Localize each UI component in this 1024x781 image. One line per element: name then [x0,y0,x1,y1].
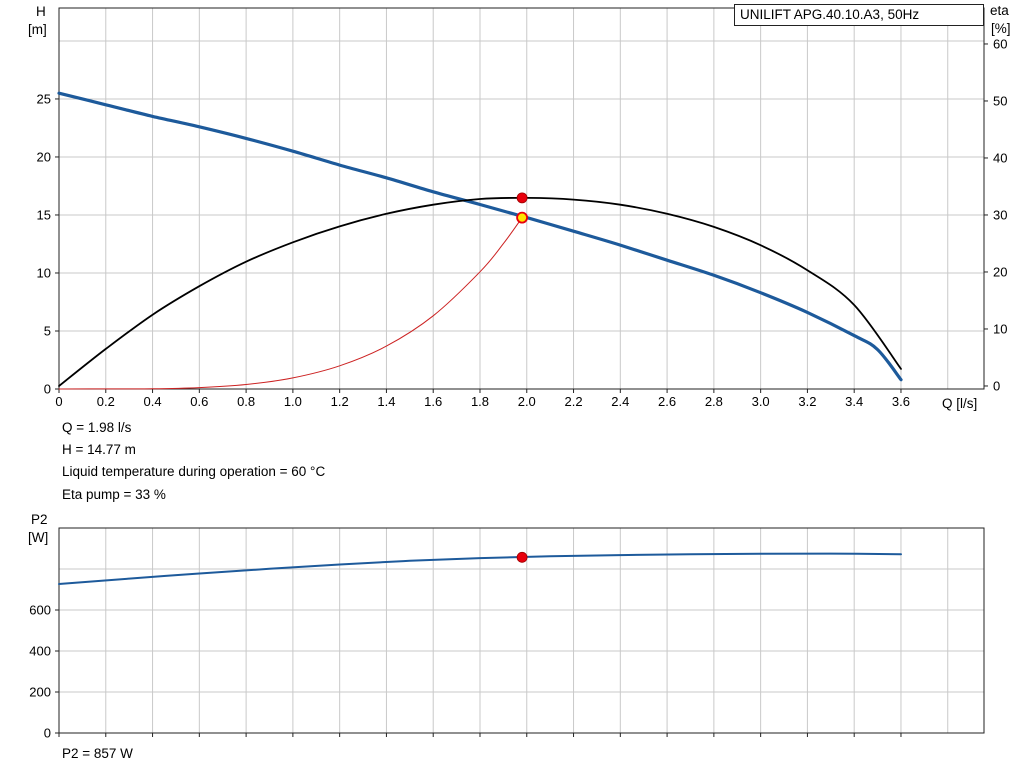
annotation-temperature: Liquid temperature during operation = 60… [62,464,326,479]
x-tick-label: 1.2 [331,394,349,409]
x-tick-label: 3.0 [752,394,770,409]
annotation-head: H = 14.77 m [62,442,136,457]
y-right-tick-label: 40 [993,150,1007,165]
p2-point [516,551,528,563]
x-tick-label: 0.2 [97,394,115,409]
x-tick-label: 3.6 [892,394,910,409]
annotation-efficiency: Eta pump = 33 % [62,487,166,502]
p2-axis-label-symbol: P2 [31,512,48,527]
x-tick-label: 2.8 [705,394,723,409]
x-tick-label: 0.6 [190,394,208,409]
y-left-tick-label: 15 [37,207,51,222]
x-tick-label: 2.0 [518,394,536,409]
duty-point [516,211,528,224]
y-left-tick-label: 5 [44,323,51,338]
x-tick-label: 0.4 [144,394,162,409]
y-left-tick-label: 600 [29,603,51,618]
h-axis-label-symbol: H [36,4,46,19]
y-left-tick-label: 10 [37,265,51,280]
h-axis-label-unit: [m] [28,22,47,37]
efficiency-point [516,192,528,204]
y-left-tick-label: 200 [29,685,51,700]
x-tick-label: 2.2 [564,394,582,409]
y-left-tick-label: 400 [29,644,51,659]
p2-curve [58,552,902,585]
q-axis-label: Q [l/s] [942,396,978,411]
p2-axis-label-unit: [W] [28,530,49,545]
y-left-tick-label: 20 [37,149,51,164]
annotation-flow: Q = 1.98 l/s [62,420,132,435]
curve-title-box: UNILIFT APG.40.10.A3, 50Hz [734,4,984,26]
plot-frame [58,7,985,390]
x-tick-label: 0.8 [237,394,255,409]
x-tick-label: 2.4 [611,394,629,409]
x-tick-label: 3.2 [798,394,816,409]
x-tick-label: 0 [55,394,62,409]
efficiency-curve [58,196,902,387]
x-tick-label: 1.6 [424,394,442,409]
y-right-tick-label: 0 [993,378,1000,393]
y-left-tick-label: 0 [44,726,51,741]
x-tick-label: 3.4 [845,394,863,409]
x-tick-label: 2.6 [658,394,676,409]
plot-frame [58,527,985,734]
y-right-tick-label: 20 [993,264,1007,279]
y-right-tick-label: 50 [993,93,1007,108]
y-right-tick-label: 30 [993,207,1007,222]
x-tick-label: 1.0 [284,394,302,409]
pump-curve [57,91,903,382]
x-tick-label: 1.8 [471,394,489,409]
y-right-tick-label: 60 [993,36,1007,51]
y-left-tick-label: 0 [44,382,51,397]
annotation-power: P2 = 857 W [62,746,133,761]
system-curve [58,217,523,390]
eta-axis-label-symbol: eta [990,3,1009,18]
x-tick-label: 1.4 [377,394,395,409]
y-right-tick-label: 10 [993,321,1007,336]
eta-axis-label-unit: [%] [991,21,1011,36]
y-left-tick-label: 25 [37,91,51,106]
